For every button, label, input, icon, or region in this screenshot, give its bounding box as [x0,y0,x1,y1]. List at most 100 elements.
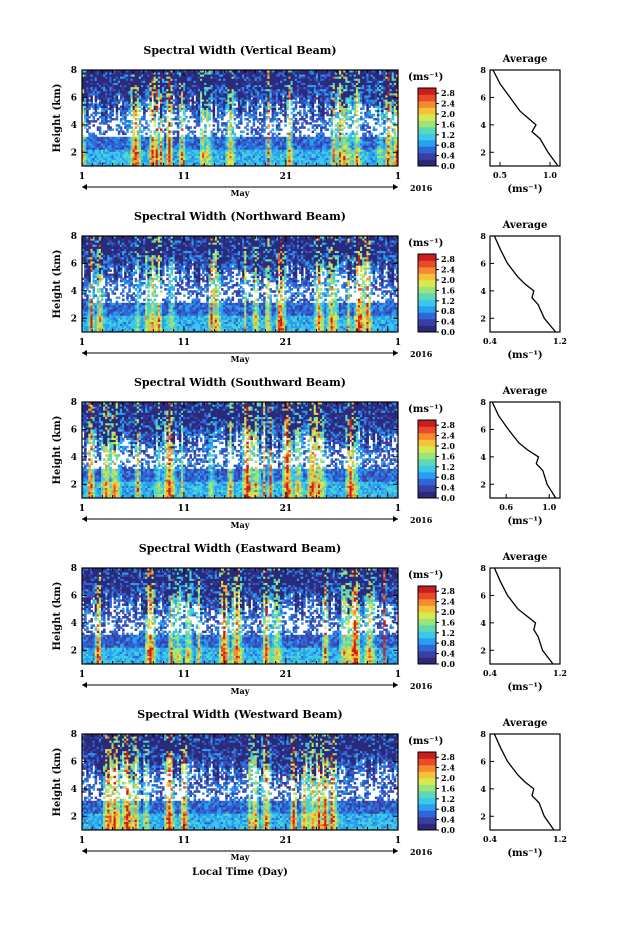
heatmap-cell [212,132,216,136]
heatmap-cell [145,109,148,113]
heatmap-cell [240,86,243,90]
heatmap-cell [195,161,199,165]
heatmap-cell [172,72,176,75]
heatmap-cell [100,153,104,156]
heatmap-cell [223,105,226,108]
heatmap-cell [246,140,249,144]
heatmap-cell [128,82,131,86]
heatmap-cell [155,107,159,111]
heatmap-cell [149,134,152,138]
heatmap-cell [143,97,146,100]
heatmap-cell [105,136,108,140]
heatmap-cell [86,78,89,81]
heatmap-cell [263,161,266,165]
heatmap-cell [98,74,102,77]
heatmap-cell [216,130,220,134]
heatmap-cell [176,88,180,92]
heatmap-cell [107,136,110,140]
heatmap-cell [168,103,171,106]
heatmap-cell [90,149,93,152]
heatmap-cell [134,97,138,100]
heatmap-cell [252,95,256,98]
heatmap-cell [250,163,254,167]
heatmap-cell [254,145,258,148]
heatmap-cell [109,138,112,142]
heatmap-cell [214,76,218,79]
heatmap-cell [86,124,89,127]
heatmap-cell [119,155,123,159]
heatmap-cell [136,159,140,163]
heatmap-cell [168,99,171,102]
heatmap-cell [242,153,245,156]
heatmap-cell [254,109,258,113]
heatmap-cell [202,107,205,111]
heatmap-cell [132,122,136,125]
heatmap-cell [231,140,235,144]
heatmap-cell [183,95,186,98]
heatmap-cell [128,159,131,163]
heatmap-cell [263,92,266,96]
heatmap-cell [263,109,266,113]
heatmap-cell [256,153,260,156]
heatmap-cell [92,80,96,83]
heatmap-cell [159,151,163,154]
heatmap-cell [124,143,127,146]
heatmap-cell [151,153,155,156]
heatmap-cell [164,149,167,152]
heatmap-cell [227,163,230,167]
heatmap-cell [140,163,144,167]
heatmap-cell [252,145,256,148]
heatmap-cell [164,163,167,167]
heatmap-cell [202,147,205,150]
heatmap-cell [258,149,262,152]
heatmap-cell [138,74,142,77]
heatmap-cell [187,155,190,159]
heatmap-cell [225,80,228,83]
heatmap-cell [92,124,96,127]
heatmap-cell [248,84,251,88]
heatmap-cell [267,111,270,115]
heatmap-cell [240,163,243,167]
heatmap-cell [258,90,262,94]
heatmap-cell [256,70,260,73]
heatmap-cell [90,70,93,73]
heatmap-cell [252,97,256,100]
heatmap-cell [191,115,195,119]
heatmap-cell [109,95,112,98]
heatmap-cell [263,140,266,144]
heatmap-cell [94,99,98,102]
heatmap-cell [113,103,117,106]
heatmap-cell [162,78,165,81]
heatmap-cell [153,105,157,108]
heatmap-cell [225,111,228,115]
heatmap-cell [98,126,102,129]
heatmap-cell [218,147,222,150]
heatmap-cell [258,80,262,83]
heatmap-cell [92,157,96,161]
heatmap-cell [254,86,258,90]
heatmap-cell [162,113,165,117]
heatmap-cell [199,72,203,75]
heatmap-cell [92,138,96,142]
heatmap-cell [100,90,104,94]
heatmap-cell [170,107,173,111]
heatmap-cell [221,74,224,77]
heatmap-cell [199,159,203,163]
heatmap-cell [153,99,157,102]
heatmap-cell [254,143,258,146]
heatmap-cell [210,78,214,81]
heatmap-cell [168,76,171,79]
heatmap-cell [84,115,87,119]
heatmap-cell [119,111,123,115]
heatmap-cell [159,157,163,161]
heatmap-cell [130,84,133,88]
heatmap-cell [263,111,266,115]
heatmap-cell [261,147,264,150]
heatmap-cell [246,92,249,96]
heatmap-cell [214,90,218,94]
heatmap-cell [111,136,114,140]
heatmap-cell [82,136,85,140]
heatmap-cell [86,113,89,117]
heatmap-cell [263,136,266,140]
heatmap-cell [298,109,302,113]
